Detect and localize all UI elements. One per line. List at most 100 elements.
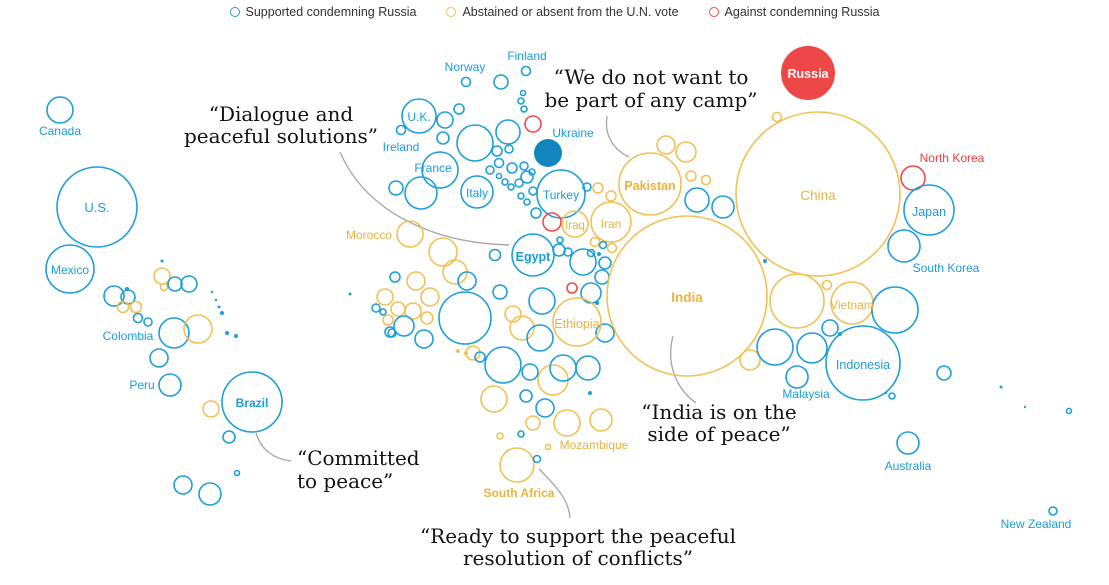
bubble	[103, 285, 125, 307]
bubble	[382, 314, 394, 326]
country-label-brazil: Brazil	[236, 396, 269, 410]
country-label-iraq: Iraq	[565, 220, 585, 232]
bubble	[474, 351, 486, 363]
bubble	[684, 187, 710, 213]
country-label-australia: Australia	[885, 459, 932, 473]
bubble	[594, 269, 610, 285]
quote-line: resolution of conflicts”	[463, 546, 693, 570]
bubble	[388, 180, 404, 196]
bubble	[460, 175, 494, 209]
bubble	[735, 111, 901, 277]
legend-label-against: Against condemning Russia	[724, 5, 880, 19]
bubble	[506, 162, 518, 174]
country-label-russia: Russia	[788, 67, 830, 81]
bubble	[202, 400, 220, 418]
bubble	[220, 311, 224, 315]
bubble	[685, 170, 697, 182]
country-label-india: India	[671, 290, 703, 305]
country-label-mexico: Mexico	[51, 263, 89, 277]
bubble	[511, 233, 555, 277]
quote-line: “India is on the	[641, 400, 797, 424]
leader-line	[605, 115, 630, 158]
bubble	[561, 210, 589, 238]
bubble	[769, 273, 825, 329]
bubble	[389, 271, 401, 283]
bubble	[542, 212, 562, 232]
bubble	[888, 392, 896, 400]
bubble	[453, 103, 465, 115]
bubble	[222, 430, 236, 444]
bubble	[589, 236, 601, 248]
bubble	[520, 65, 532, 77]
country-label-china: China	[800, 188, 836, 203]
bubble	[771, 111, 783, 123]
bubble	[143, 317, 153, 327]
bubble	[149, 348, 169, 368]
bubble	[556, 236, 564, 244]
bubble	[936, 365, 952, 381]
bubble	[544, 443, 552, 451]
bubble	[159, 282, 169, 292]
leader-line	[538, 468, 571, 519]
legend-label-abstained: Abstained or absent from the U.N. vote	[462, 5, 679, 19]
abstained-circle-icon	[446, 7, 457, 17]
country-label-iran: Iran	[601, 217, 622, 231]
bubble	[606, 242, 618, 254]
legend-label-supported: Supported condemning Russia	[245, 5, 417, 19]
bubble	[460, 76, 472, 88]
bubble	[198, 482, 222, 506]
country-label-peru: Peru	[129, 378, 154, 392]
bubble	[485, 165, 495, 175]
country-label-colombia: Colombia	[103, 329, 154, 343]
bubble	[552, 297, 602, 347]
bubble	[167, 276, 183, 292]
bubble	[420, 311, 434, 325]
bubble	[756, 328, 794, 366]
bubble	[535, 398, 555, 418]
bubble	[523, 198, 531, 206]
bubble	[524, 115, 542, 133]
bubble	[520, 105, 528, 113]
bubble	[480, 385, 508, 413]
supported-circle-icon	[229, 7, 240, 17]
bubble	[606, 215, 768, 377]
bubble	[590, 201, 632, 243]
country-label-north-korea: North Korea	[920, 151, 985, 165]
bubble	[173, 475, 193, 495]
bubble	[421, 151, 459, 189]
bubble	[233, 469, 241, 477]
country-label-japan: Japan	[912, 205, 946, 219]
bubble	[393, 315, 415, 337]
bubble	[519, 389, 533, 403]
bubble	[763, 259, 767, 263]
country-label-canada: Canada	[39, 124, 81, 138]
bubble	[464, 351, 468, 355]
bubble	[598, 240, 608, 250]
bubble	[566, 282, 578, 294]
bubble	[537, 364, 569, 396]
bubble	[618, 152, 682, 216]
country-label-mozambique: Mozambique	[560, 438, 629, 452]
bubble	[488, 248, 502, 262]
bubble	[210, 290, 214, 294]
bubble	[825, 325, 901, 401]
country-label-malaysia: Malaysia	[782, 387, 830, 401]
bubble	[884, 391, 888, 395]
bubble	[45, 244, 95, 294]
leader-line	[669, 335, 697, 404]
bubble	[158, 317, 190, 349]
quote-line: “Committed	[297, 446, 420, 470]
bubble	[390, 301, 406, 317]
bubble	[348, 292, 352, 296]
bubble	[519, 89, 527, 97]
bubble	[493, 157, 505, 169]
bubble	[491, 145, 503, 157]
bubble	[569, 248, 597, 276]
bubble	[509, 315, 535, 341]
bubble	[903, 184, 955, 236]
bubble	[605, 190, 617, 202]
bubble	[492, 284, 508, 300]
bubble	[456, 349, 460, 353]
